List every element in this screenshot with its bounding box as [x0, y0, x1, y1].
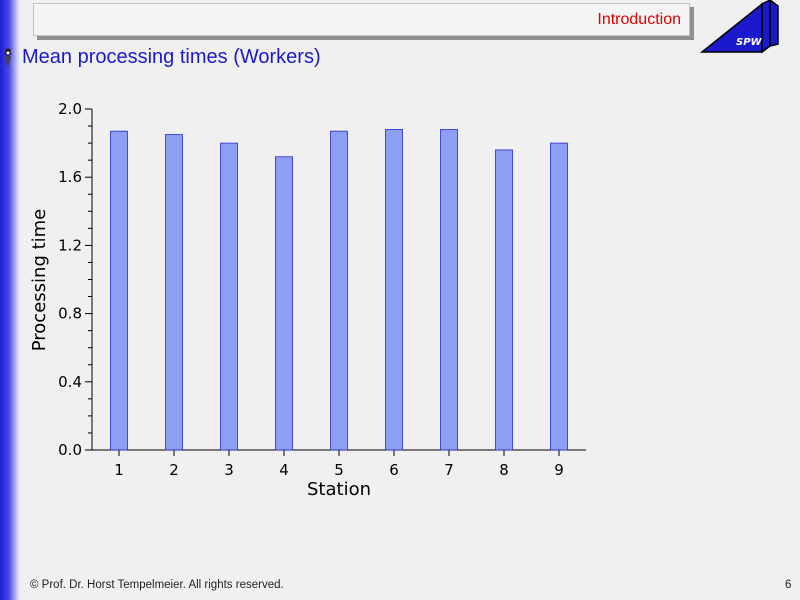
x-tick-label: 8	[499, 461, 509, 479]
section-label: Introduction	[597, 11, 681, 28]
y-tick-label: 2.0	[58, 100, 82, 118]
y-tick-label: 0.0	[58, 441, 82, 459]
y-tick-label: 1.2	[58, 236, 82, 254]
x-tick-label: 9	[554, 461, 564, 479]
bars	[110, 129, 568, 451]
bar-station-5	[330, 130, 348, 451]
x-tick-label: 1	[114, 461, 124, 479]
page-number: 6	[785, 579, 792, 591]
y-tick-label: 1.6	[58, 168, 82, 186]
x-tick-label: 6	[389, 461, 399, 479]
x-tick-label: 5	[334, 461, 344, 479]
bar-station-1	[110, 130, 128, 451]
bar-station-6	[385, 129, 403, 451]
bar-station-9	[550, 142, 568, 451]
bar-station-7	[440, 129, 458, 451]
bar-station-2	[165, 134, 183, 451]
y-axis: 0.0 0.4 0.8 1.2 1.6 2.0	[58, 100, 93, 459]
y-axis-label: Processing time	[29, 209, 50, 352]
left-accent-strip	[0, 0, 20, 600]
y-tick-label: 0.4	[58, 373, 82, 391]
bar-station-8	[495, 149, 513, 451]
x-tick-label: 4	[279, 461, 289, 479]
mascot-icon	[2, 46, 14, 68]
bar-station-3	[220, 142, 238, 451]
y-tick-label: 0.8	[58, 305, 82, 323]
x-tick-label: 2	[169, 461, 179, 479]
x-axis: 1 2 3 4 5 6 7 8 9	[92, 449, 586, 479]
footer-copyright: © Prof. Dr. Horst Tempelmeier. All right…	[30, 579, 284, 591]
logo-text: SPW	[736, 37, 763, 48]
section-header-box: Introduction	[33, 3, 690, 36]
x-tick-label: 3	[224, 461, 234, 479]
x-tick-label: 7	[444, 461, 454, 479]
spw-logo: SPW	[699, 0, 779, 54]
slide-title: Mean processing times (Workers)	[22, 46, 321, 68]
x-axis-label: Station	[307, 479, 371, 500]
bar-station-4	[275, 156, 293, 451]
